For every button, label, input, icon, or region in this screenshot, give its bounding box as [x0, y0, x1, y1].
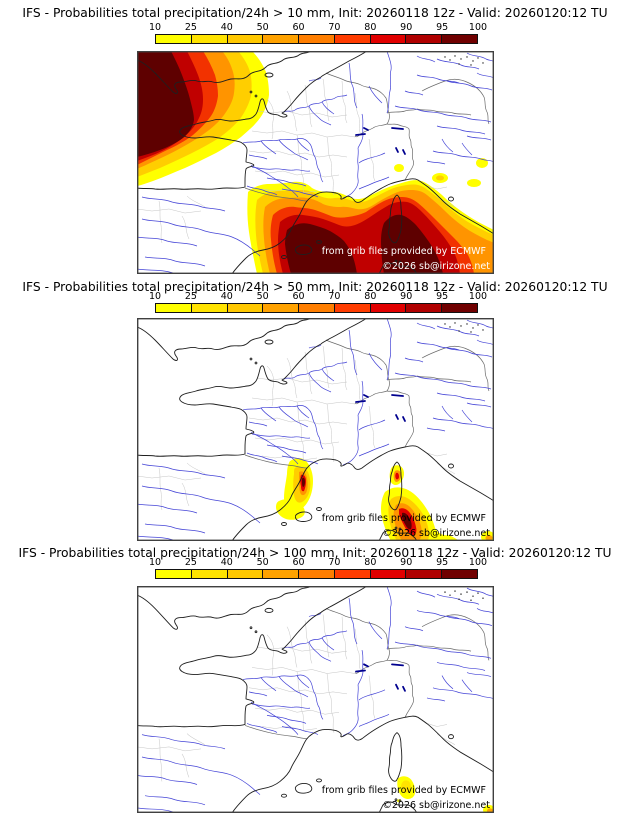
colorbar-tick-label: 25	[184, 291, 197, 302]
colorbar-segment	[370, 570, 407, 578]
colorbar-tick-label: 50	[256, 22, 269, 33]
colorbar-segment	[299, 570, 335, 578]
colorbar-tick-label: 40	[220, 557, 233, 568]
attribution-source: from grib files provided by ECMWF	[321, 246, 486, 257]
attribution-copyright: ©2026 sb@irizone.net	[382, 261, 490, 272]
attribution-source: from grib files provided by ECMWF	[321, 785, 486, 796]
france-precipitation-map-100mm	[137, 586, 494, 813]
colorbar-segment	[370, 304, 407, 312]
attribution-source: from grib files provided by ECMWF	[321, 513, 486, 524]
colorbar-tick-label: 10	[148, 557, 162, 568]
colorbar-segment	[156, 570, 192, 578]
colorbar-tick-label: 80	[364, 557, 377, 568]
colorbar-tick-label: 95	[436, 291, 449, 302]
colorbar-tick-label: 70	[328, 22, 341, 33]
colorbar-tick-label: 80	[364, 22, 377, 33]
colorbar-tick-label: 60	[292, 22, 305, 33]
attribution-copyright: ©2026 sb@irizone.net	[382, 800, 490, 811]
france-precipitation-map-50mm	[137, 318, 494, 541]
colorbar-segment	[442, 35, 478, 43]
france-precipitation-map-10mm	[137, 51, 494, 274]
colorbar-tick-label: 10	[148, 291, 162, 302]
colorbar-segment	[156, 304, 192, 312]
colorbar-segment	[263, 304, 300, 312]
probability-colorbar	[155, 303, 478, 313]
panel-title: IFS - Probabilities total precipitation/…	[22, 280, 608, 294]
colorbar-segment	[442, 570, 478, 578]
panel-title: IFS - Probabilities total precipitation/…	[22, 6, 608, 20]
colorbar-segment	[227, 35, 264, 43]
colorbar-segment	[406, 35, 443, 43]
colorbar-tick-label: 80	[364, 291, 377, 302]
colorbar-segment	[227, 304, 264, 312]
colorbar-tick-label: 40	[220, 22, 233, 33]
colorbar-segment	[442, 304, 478, 312]
colorbar-tick-label: 10	[148, 22, 162, 33]
colorbar-tick-label: 25	[184, 22, 197, 33]
colorbar-segment	[370, 35, 407, 43]
colorbar-segment	[263, 570, 300, 578]
colorbar-tick-row: 10 25 40 50 60 70 80 90 95 100	[149, 557, 487, 568]
colorbar-tick-label: 50	[256, 557, 269, 568]
colorbar-tick-label: 60	[292, 557, 305, 568]
colorbar-tick-label: 90	[400, 22, 413, 33]
colorbar-segment	[191, 304, 228, 312]
colorbar-segment	[406, 304, 443, 312]
colorbar-segment	[299, 35, 335, 43]
panel-title: IFS - Probabilities total precipitation/…	[18, 546, 612, 560]
colorbar-tick-label: 25	[184, 557, 197, 568]
map-figure-10mm: from grib files provided by ECMWF ©2026 …	[137, 51, 494, 274]
colorbar-tick-label: 95	[436, 22, 449, 33]
probability-shading-100mm	[397, 776, 494, 813]
colorbar-tick-row: 10 25 40 50 60 70 80 90 95 100	[149, 291, 487, 302]
probability-colorbar	[155, 34, 478, 44]
colorbar-tick-label: 40	[220, 291, 233, 302]
colorbar-segment	[191, 35, 228, 43]
probability-colorbar	[155, 569, 478, 579]
colorbar-tick-label: 90	[400, 291, 413, 302]
colorbar-tick-label: 60	[292, 291, 305, 302]
colorbar-tick-label: 70	[328, 557, 341, 568]
colorbar-tick-label: 90	[400, 557, 413, 568]
colorbar-segment	[191, 570, 228, 578]
colorbar-tick-label: 95	[436, 557, 449, 568]
attribution-copyright: ©2026 sb@irizone.net	[382, 528, 490, 539]
probability-shading-10mm	[137, 51, 494, 274]
colorbar-segment	[227, 570, 264, 578]
colorbar-tick-row: 10 25 40 50 60 70 80 90 95 100	[149, 22, 487, 33]
map-figure-50mm: from grib files provided by ECMWF ©2026 …	[137, 318, 494, 541]
colorbar-segment	[156, 35, 192, 43]
colorbar-segment	[334, 304, 371, 312]
colorbar-segment	[334, 35, 371, 43]
colorbar-segment	[406, 570, 443, 578]
probability-shading-50mm	[276, 458, 494, 541]
colorbar-tick-label: 100	[468, 557, 488, 568]
colorbar-segment	[299, 304, 335, 312]
colorbar-tick-label: 50	[256, 291, 269, 302]
colorbar-tick-label: 70	[328, 291, 341, 302]
colorbar-segment	[334, 570, 371, 578]
map-figure-100mm: from grib files provided by ECMWF ©2026 …	[137, 586, 494, 813]
colorbar-tick-label: 100	[468, 22, 488, 33]
colorbar-tick-label: 100	[468, 291, 488, 302]
colorbar-segment	[263, 35, 300, 43]
